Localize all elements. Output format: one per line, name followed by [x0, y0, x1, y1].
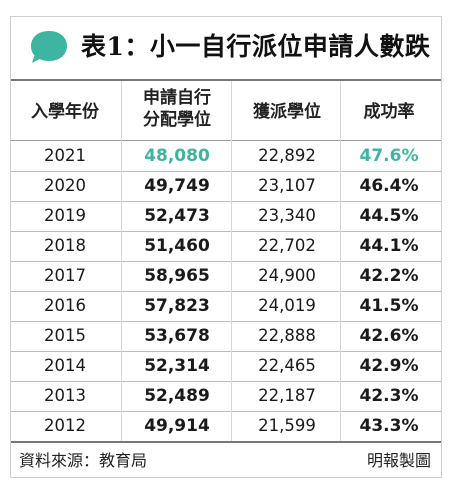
cell-year: 2017 [44, 266, 86, 285]
cell-rate: 41.5% [359, 296, 419, 316]
cell-rate: 43.3% [359, 416, 419, 436]
row-divider [11, 351, 441, 352]
title-bar: 表1：小一自行派位申請人數跌 [11, 17, 441, 75]
cell-applicants: 49,914 [144, 416, 210, 436]
row-divider [11, 321, 441, 322]
cell-rate: 47.6% [359, 146, 419, 166]
cell-allocated: 22,892 [258, 146, 316, 165]
top-rule [11, 79, 441, 81]
header-applicants-line2: 分配學位 [143, 110, 211, 130]
header-rate: 成功率 [363, 102, 415, 122]
row-divider [11, 231, 441, 232]
cell-year: 2015 [44, 326, 86, 345]
cell-year: 2021 [44, 146, 86, 165]
source-note: 資料來源：教育局 [19, 451, 148, 470]
cell-year: 2012 [44, 416, 86, 435]
cell-applicants: 52,473 [144, 206, 210, 226]
row-divider [11, 171, 441, 172]
cell-allocated: 24,019 [258, 296, 316, 315]
column-separator [231, 81, 232, 441]
cell-year: 2019 [44, 206, 86, 225]
cell-applicants: 52,489 [144, 386, 210, 406]
row-divider [11, 261, 441, 262]
cell-year: 2020 [44, 176, 86, 195]
cell-allocated: 24,900 [258, 266, 316, 285]
row-divider [11, 291, 441, 292]
cell-rate: 42.2% [359, 266, 419, 286]
cell-rate: 42.9% [359, 356, 419, 376]
header-applicants: 申請自行 分配學位 [127, 87, 227, 131]
table-card: 表1：小一自行派位申請人數跌 入學年份 申請自行 分配學位 獲派學位 成功率 2… [10, 16, 442, 478]
row-divider [11, 411, 441, 412]
cell-allocated: 23,107 [258, 176, 316, 195]
column-separator [340, 81, 341, 441]
cell-rate: 42.3% [359, 386, 419, 406]
cell-year: 2016 [44, 296, 86, 315]
table-title: 表1：小一自行派位申請人數跌 [81, 32, 431, 61]
cell-rate: 44.5% [359, 206, 419, 226]
cell-applicants: 58,965 [144, 266, 210, 286]
cell-applicants: 51,460 [144, 236, 210, 256]
cell-year: 2013 [44, 386, 86, 405]
cell-rate: 44.1% [359, 236, 419, 256]
column-separator [121, 81, 122, 441]
cell-rate: 42.6% [359, 326, 419, 346]
cell-applicants: 57,823 [144, 296, 210, 316]
cell-applicants: 48,080 [144, 146, 210, 166]
cell-allocated: 22,187 [258, 386, 316, 405]
bottom-rule [11, 441, 441, 443]
header-allocated: 獲派學位 [253, 102, 321, 122]
row-divider [11, 201, 441, 202]
cell-applicants: 52,314 [144, 356, 210, 376]
header-year: 入學年份 [31, 102, 99, 122]
cell-allocated: 22,888 [258, 326, 316, 345]
cell-applicants: 49,749 [144, 176, 210, 196]
cell-allocated: 21,599 [258, 416, 316, 435]
cell-allocated: 23,340 [258, 206, 316, 225]
header-rule [11, 140, 441, 141]
cell-year: 2014 [44, 356, 86, 375]
row-divider [11, 381, 441, 382]
credit-note: 明報製圖 [366, 451, 431, 470]
cell-rate: 46.4% [359, 176, 419, 196]
cell-year: 2018 [44, 236, 86, 255]
header-applicants-line1: 申請自行 [143, 88, 211, 108]
cell-allocated: 22,702 [258, 236, 316, 255]
cell-allocated: 22,465 [258, 356, 316, 375]
cell-applicants: 53,678 [144, 326, 210, 346]
speech-bubble-icon [31, 31, 67, 63]
